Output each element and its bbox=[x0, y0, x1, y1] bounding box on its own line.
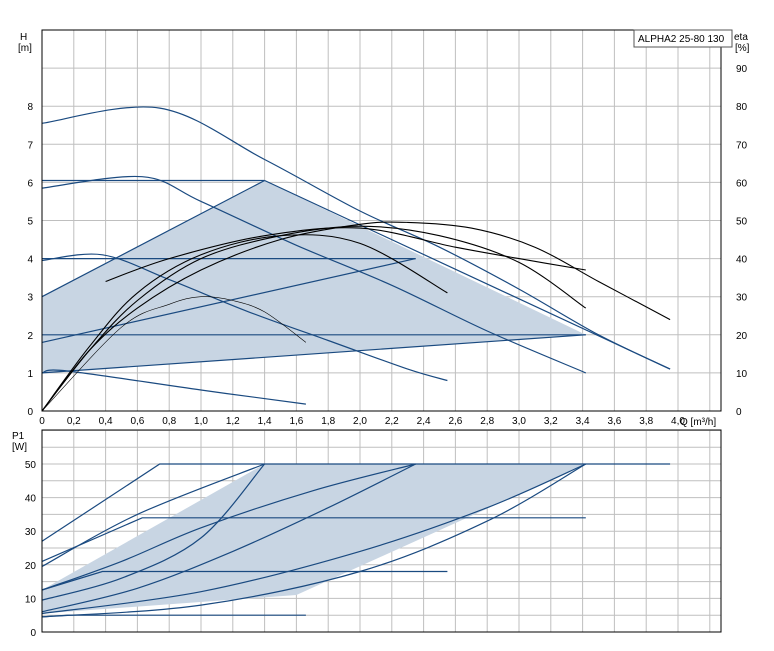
bottom-series bbox=[41, 463, 671, 618]
x-tick-label: 3,6 bbox=[607, 416, 621, 427]
y2-axis-label-eta: eta bbox=[734, 32, 748, 43]
power-curve-7 bbox=[41, 463, 587, 618]
x-tick-label: 0,2 bbox=[67, 416, 81, 427]
power-curve-5 bbox=[41, 463, 416, 613]
y2-tick-label: 70 bbox=[736, 140, 748, 151]
head-curve-1 bbox=[41, 175, 587, 374]
head-curve-3 bbox=[41, 369, 306, 405]
head-curve-9 bbox=[41, 179, 265, 298]
y2-tick-label: 40 bbox=[736, 255, 748, 266]
x-tick-label: 1,2 bbox=[226, 416, 240, 427]
x-tick-label: 1,0 bbox=[194, 416, 208, 427]
power-curve-0 bbox=[41, 463, 671, 542]
y-tick-label: 6 bbox=[27, 178, 33, 189]
efficiency-curve-13 bbox=[41, 234, 448, 412]
y2-tick-label: 50 bbox=[736, 217, 748, 228]
efficiency-curve-14 bbox=[41, 296, 307, 412]
y2-tick-label: 80 bbox=[736, 102, 748, 113]
x-tick-label: 2,2 bbox=[385, 416, 399, 427]
x-tick-label: 2,8 bbox=[480, 416, 494, 427]
y-tick-label: 4 bbox=[27, 255, 33, 266]
top-frame bbox=[41, 29, 722, 412]
power-curve-3 bbox=[41, 614, 306, 618]
y-tick-label: 8 bbox=[27, 102, 33, 113]
x-tick-label: 2,4 bbox=[417, 416, 431, 427]
y-tick-label: 0 bbox=[27, 407, 33, 418]
power-curve-4 bbox=[41, 463, 266, 601]
y-tick-label: 7 bbox=[27, 140, 33, 151]
y2-tick-label: 30 bbox=[736, 293, 748, 304]
p1-tick-label: 10 bbox=[25, 594, 37, 605]
top-ticks: 0 0,2 0,4 0,6 0,8 1,0 1,2 1,4 1,6 1,8 2,0 2,2 2,4 2,6… bbox=[27, 64, 747, 427]
x-tick-label: 1,6 bbox=[289, 416, 303, 427]
y2-tick-label: 90 bbox=[736, 64, 748, 75]
x-tick-label: 3,2 bbox=[544, 416, 558, 427]
x-tick-label: 0 bbox=[39, 416, 45, 427]
efficiency-curve-11 bbox=[41, 221, 671, 412]
y-tick-label: 2 bbox=[27, 331, 33, 342]
y-axis-label-h: H bbox=[20, 32, 27, 43]
x-tick-label: 3,4 bbox=[576, 416, 590, 427]
x-tick-label: 3,8 bbox=[639, 416, 653, 427]
y-tick-label: 5 bbox=[27, 217, 33, 228]
bottom-operating-region bbox=[42, 464, 586, 614]
top-operating-region bbox=[42, 180, 586, 373]
top-region-polygon bbox=[42, 180, 586, 373]
x-tick-label: 3,0 bbox=[512, 416, 526, 427]
x-tick-label: 0,6 bbox=[130, 416, 144, 427]
head-curve-10 bbox=[264, 179, 671, 370]
x-tick-label: 2,6 bbox=[448, 416, 462, 427]
p1-tick-label: 20 bbox=[25, 561, 37, 572]
head-curve-2 bbox=[41, 253, 448, 382]
p1-tick-label: 0 bbox=[30, 628, 36, 639]
y-axis-unit-h: [m] bbox=[18, 43, 32, 54]
head-curve-0 bbox=[41, 106, 671, 370]
p1-tick-label: 50 bbox=[25, 460, 37, 471]
y2-tick-label: 10 bbox=[736, 369, 748, 380]
bottom-ticks: 0 10 20 30 40 50 bbox=[25, 460, 37, 639]
p1-tick-label: 30 bbox=[25, 527, 37, 538]
power-curve-9 bbox=[41, 463, 416, 591]
y2-tick-label: 0 bbox=[736, 407, 742, 418]
x-tick-label: 1,8 bbox=[321, 416, 335, 427]
power-curve-8 bbox=[41, 463, 265, 568]
head-curve-7 bbox=[41, 334, 586, 374]
x-tick-label: 0,4 bbox=[99, 416, 113, 427]
y-axis-label-p1: P1 bbox=[12, 431, 25, 442]
legend-label: ALPHA2 25-80 130 bbox=[638, 34, 725, 45]
legend-box bbox=[633, 29, 733, 48]
top-series bbox=[41, 106, 671, 412]
x-tick-label: 1,4 bbox=[258, 416, 272, 427]
p1-tick-label: 40 bbox=[25, 494, 37, 505]
power-curve-2 bbox=[41, 570, 448, 591]
top-plot-frame bbox=[41, 29, 722, 412]
y2-tick-label: 60 bbox=[736, 178, 748, 189]
x-tick-label: 0,8 bbox=[162, 416, 176, 427]
y2-tick-label: 20 bbox=[736, 331, 748, 342]
efficiency-curve-15 bbox=[105, 227, 586, 283]
y2-axis-unit-eta: [%] bbox=[735, 43, 750, 54]
y-axis-unit-p1: [W] bbox=[12, 442, 27, 453]
x-axis-label-q: Q [m³/h] bbox=[680, 417, 716, 428]
y-tick-label: 1 bbox=[27, 369, 33, 380]
bottom-frame bbox=[41, 429, 722, 633]
bottom-region-polygon bbox=[42, 464, 586, 614]
power-curve-6 bbox=[41, 463, 587, 615]
y-tick-label: 3 bbox=[27, 293, 33, 304]
x-tick-label: 2,0 bbox=[353, 416, 367, 427]
bottom-plot-frame bbox=[41, 429, 722, 633]
x-tick-label: 4,0 bbox=[671, 416, 685, 427]
